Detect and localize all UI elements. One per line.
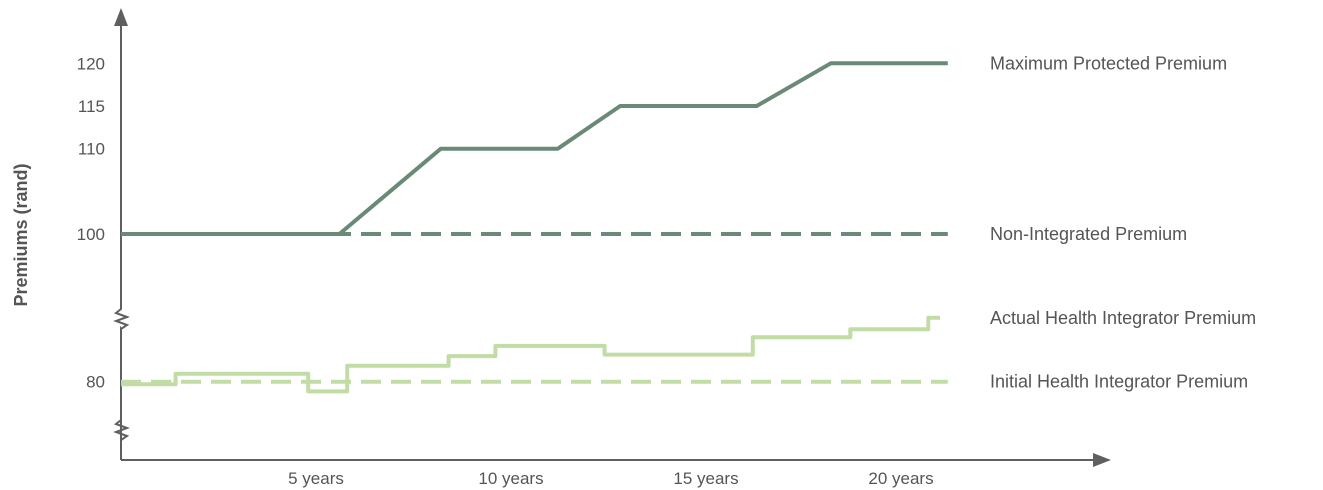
initial-health-integrator-premium-label: Initial Health Integrator Premium xyxy=(990,372,1248,392)
x-tick-label-20: 20 years xyxy=(868,469,933,488)
non-integrated-premium-label: Non-Integrated Premium xyxy=(990,224,1187,244)
y-tick-label-80: 80 xyxy=(86,373,105,392)
maximum-protected-premium-line xyxy=(121,61,948,236)
x-axis-arrow xyxy=(1093,453,1111,467)
y-axis-arrow xyxy=(114,8,128,26)
axis-break-lower-zigzag xyxy=(113,417,130,441)
x-tick-label-15: 15 years xyxy=(673,469,738,488)
actual-health-integrator-premium-label: Actual Health Integrator Premium xyxy=(990,308,1256,328)
axes xyxy=(109,8,1111,467)
x-tick-labels: 5 years 10 years 15 years 20 years xyxy=(288,469,933,488)
y-tick-label-100: 100 xyxy=(77,225,105,244)
maximum-protected-premium-label: Maximum Protected Premium xyxy=(990,53,1227,73)
series-labels: Maximum Protected Premium Non-Integrated … xyxy=(990,53,1256,391)
series xyxy=(121,61,948,394)
y-tick-label-120: 120 xyxy=(77,54,105,73)
y-tick-label-110: 110 xyxy=(78,140,105,159)
y-tick-label-115: 115 xyxy=(78,97,105,116)
actual-health-integrator-premium-line xyxy=(121,315,940,394)
axis-break-upper-zigzag xyxy=(113,306,130,330)
y-axis-title: Premiums (rand) xyxy=(11,163,31,306)
y-tick-labels: 80 100 110 115 120 xyxy=(77,54,105,391)
x-tick-label-10: 10 years xyxy=(478,469,543,488)
x-tick-label-5: 5 years xyxy=(288,469,344,488)
